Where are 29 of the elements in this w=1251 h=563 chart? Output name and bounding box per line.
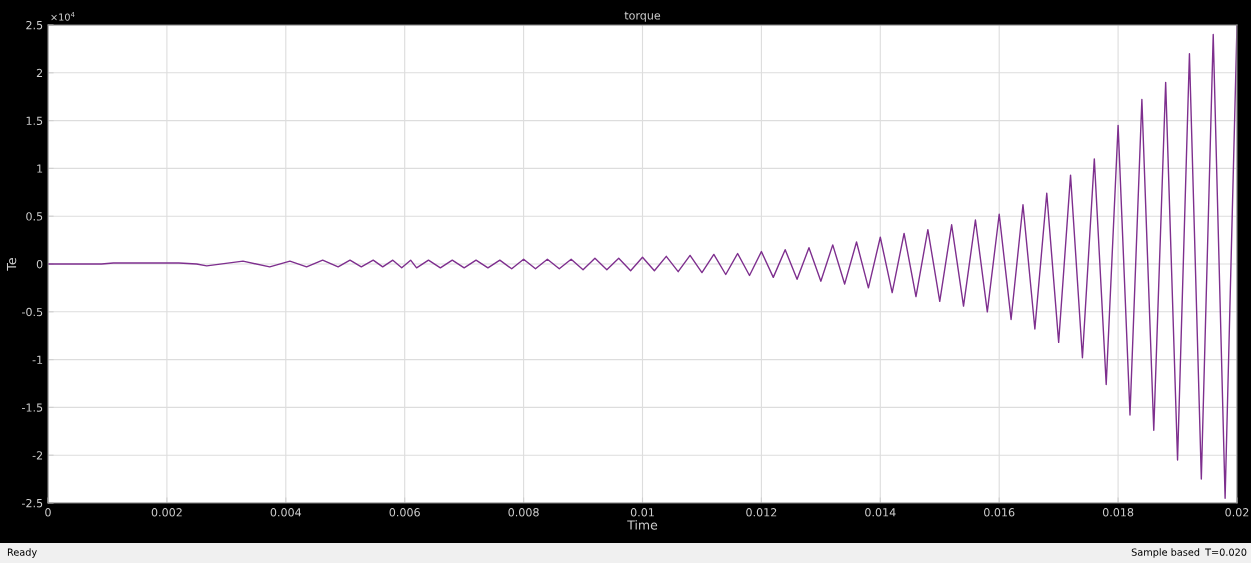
x-tick-label: 0.012 xyxy=(746,508,777,517)
y-tick-label: -0.5 xyxy=(22,307,43,317)
x-tick-label: 0.018 xyxy=(1102,508,1134,517)
y-tick-label: 0.5 xyxy=(26,212,43,221)
x-tick-label: 0.002 xyxy=(151,508,182,517)
y-tick-label: 2 xyxy=(36,68,43,78)
y-tick-label: 0 xyxy=(36,259,43,269)
text: Sample based xyxy=(1131,548,1200,558)
chart-title: torque xyxy=(624,11,661,22)
x-tick-label: 0.014 xyxy=(865,508,896,517)
x-tick-label: 0.008 xyxy=(508,508,539,517)
y-tick-label: -1.5 xyxy=(22,403,43,412)
y-axis-title: Te xyxy=(6,258,17,271)
x-tick-label: 0.016 xyxy=(984,508,1015,517)
text: ×10$^{4}$ xyxy=(51,11,75,21)
x-tick-label: 0 xyxy=(45,508,51,517)
y-tick-label: -1 xyxy=(32,355,43,364)
y-tick-label: 1 xyxy=(37,164,43,173)
x-tick-label: 0.006 xyxy=(389,508,420,517)
y-tick-label: -2.5 xyxy=(22,498,43,508)
text: T=0.020 xyxy=(1205,548,1247,556)
y-tick-label: -2 xyxy=(32,451,43,460)
y-tick-label: 1.5 xyxy=(26,116,43,125)
x-tick-label: 0.01 xyxy=(630,508,654,517)
x-axis-title: Time xyxy=(627,520,658,530)
x-tick-label: 0.02 xyxy=(1225,508,1249,517)
text: Ready xyxy=(7,548,37,558)
x-tick-label: 0.004 xyxy=(270,508,302,517)
y-tick-label: 2.5 xyxy=(26,20,43,30)
